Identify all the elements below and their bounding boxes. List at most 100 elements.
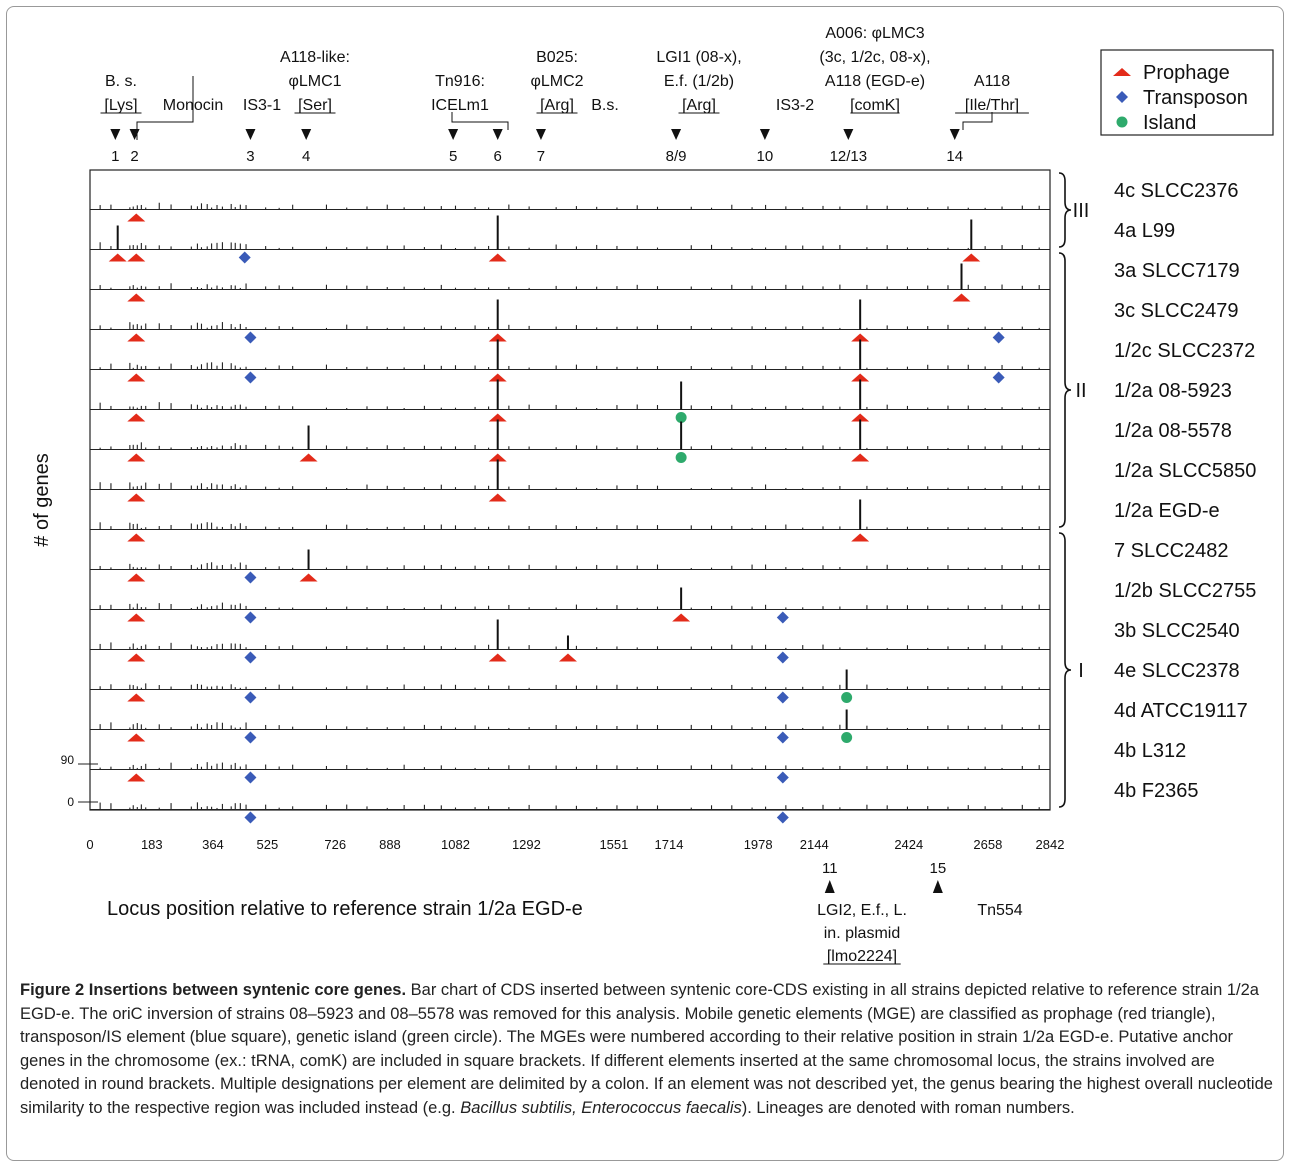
transposon-marker xyxy=(238,251,251,264)
strain-label: 4d ATCC19117 xyxy=(1114,700,1248,722)
transposon-marker xyxy=(776,771,789,784)
down-arrow-icon xyxy=(129,129,140,140)
strain-label: 1/2b SLCC2755 xyxy=(1114,580,1256,602)
element-number: 11 xyxy=(822,860,838,877)
legend-circle-icon xyxy=(1116,116,1128,128)
element-label: B.s. xyxy=(591,97,619,114)
element-label: IS3-2 xyxy=(776,97,814,114)
x-tick-label: 2842 xyxy=(1036,837,1065,852)
strain-label: 4b F2365 xyxy=(1114,780,1199,802)
island-marker xyxy=(841,692,853,703)
transposon-marker xyxy=(992,331,1005,344)
element-label: A118-like: xyxy=(280,49,350,66)
figure-caption: Figure 2 Insertions between syntenic cor… xyxy=(20,979,1275,1120)
element-number: 1 xyxy=(111,148,119,165)
element-label: A118 xyxy=(974,73,1010,90)
legend-diamond-icon xyxy=(1116,91,1128,103)
x-tick-label: 525 xyxy=(256,837,278,852)
strain-label: 4c SLCC2376 xyxy=(1114,180,1239,202)
element-number: 4 xyxy=(302,148,310,165)
transposon-marker xyxy=(776,651,789,664)
lineage-brace xyxy=(1058,172,1072,248)
up-arrow-icon xyxy=(932,880,943,893)
prophage-marker xyxy=(127,253,146,262)
element-label: [Arg] xyxy=(540,97,574,114)
prophage-marker xyxy=(299,453,318,462)
element-number: 8/9 xyxy=(666,148,687,165)
lineage-label: I xyxy=(1078,660,1084,682)
transposon-marker xyxy=(992,371,1005,384)
element-label: IS3-1 xyxy=(243,97,281,114)
strain-label: 1/2a EGD-e xyxy=(1114,500,1220,522)
up-arrow-icon xyxy=(824,880,835,893)
prophage-marker xyxy=(851,333,870,342)
strain-label: 1/2c SLCC2372 xyxy=(1114,340,1255,362)
prophage-marker xyxy=(127,373,146,382)
element-label: LGI1 (08-x), xyxy=(656,49,741,66)
prophage-marker xyxy=(127,573,146,582)
element-label: [comK] xyxy=(850,97,900,114)
x-tick-label: 2144 xyxy=(800,837,829,852)
x-tick-label: 1551 xyxy=(599,837,628,852)
x-axis-label: Locus position relative to reference str… xyxy=(107,898,583,920)
caption-title: Figure 2 Insertions between syntenic cor… xyxy=(20,981,407,999)
down-arrow-icon xyxy=(759,129,770,140)
down-arrow-icon xyxy=(301,129,312,140)
prophage-marker xyxy=(851,533,870,542)
element-label: A006: φLMC3 xyxy=(825,25,924,42)
element-label: (3c, 1/2c, 08-x), xyxy=(819,49,930,66)
prophage-marker xyxy=(488,253,507,262)
strain-label: 3c SLCC2479 xyxy=(1114,300,1239,322)
prophage-marker xyxy=(952,293,971,302)
x-tick-label: 2424 xyxy=(894,837,923,852)
element-label: Tn554 xyxy=(977,902,1022,919)
element-label: in. plasmid xyxy=(824,925,900,942)
y-tick-label: 0 xyxy=(67,795,74,809)
transposon-marker xyxy=(244,571,257,584)
element-number: 14 xyxy=(946,148,963,165)
legend-label: Transposon xyxy=(1143,87,1248,109)
strain-label: 4a L99 xyxy=(1114,220,1175,242)
element-label: E.f. (1/2b) xyxy=(664,73,734,90)
x-tick-label: 0 xyxy=(86,837,93,852)
x-tick-label: 364 xyxy=(202,837,224,852)
x-tick-label: 726 xyxy=(324,837,346,852)
prophage-marker xyxy=(127,213,146,222)
prophage-marker xyxy=(127,293,146,302)
prophage-marker xyxy=(488,413,507,422)
prophage-marker xyxy=(488,373,507,382)
element-label: LGI2, E.f., L. xyxy=(817,902,907,919)
down-arrow-icon xyxy=(448,129,459,140)
caption-text-end: ). Lineages are denoted with roman numbe… xyxy=(741,1098,1075,1117)
transposon-marker xyxy=(244,611,257,624)
prophage-marker xyxy=(127,653,146,662)
element-label: B. s. xyxy=(105,73,137,90)
strain-label: 7 SLCC2482 xyxy=(1114,540,1229,562)
insertion-bar-chart: 4c SLCC2376 4a L99 3a SLCC7179 3c SLCC2479 1… xyxy=(31,25,1274,965)
element-number: 2 xyxy=(130,148,138,165)
lineage-label: III xyxy=(1073,200,1090,222)
down-arrow-icon xyxy=(843,129,854,140)
element-label: [Ile/Thr] xyxy=(965,97,1019,114)
transposon-marker xyxy=(244,371,257,384)
strain-label: 1/2a 08-5923 xyxy=(1114,380,1232,402)
island-marker xyxy=(675,412,687,423)
transposon-marker xyxy=(776,811,789,824)
prophage-marker xyxy=(488,453,507,462)
transposon-marker xyxy=(776,611,789,624)
y-axis-label: # of genes xyxy=(31,453,53,546)
x-tick-label: 1292 xyxy=(512,837,541,852)
island-marker xyxy=(675,452,687,463)
legend-triangle-icon xyxy=(1113,68,1131,76)
transposon-marker xyxy=(244,731,257,744)
down-arrow-icon xyxy=(949,129,960,140)
element-number: 3 xyxy=(246,148,254,165)
prophage-marker xyxy=(488,493,507,502)
y-tick-label: 90 xyxy=(61,753,75,767)
prophage-marker xyxy=(127,613,146,622)
down-arrow-icon xyxy=(110,129,121,140)
prophage-marker xyxy=(108,253,127,262)
prophage-marker xyxy=(127,453,146,462)
prophage-marker xyxy=(127,533,146,542)
transposon-marker xyxy=(244,691,257,704)
